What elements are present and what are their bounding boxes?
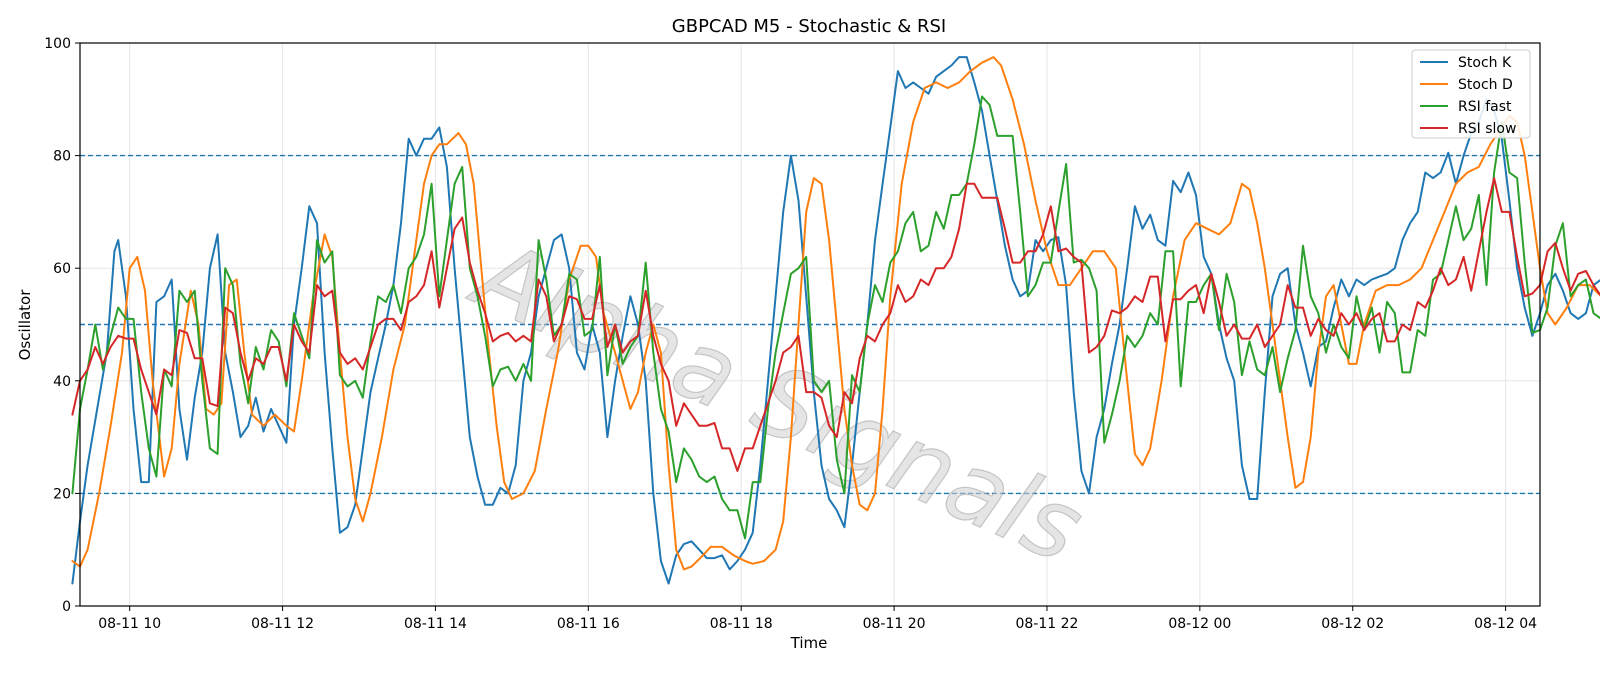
legend-label-rsi-slow: RSI slow <box>1458 121 1516 137</box>
y-tick-label-5: 100 <box>44 36 71 52</box>
legend: Stoch K Stoch D RSI fast RSI slow <box>1411 49 1531 139</box>
x-tick-label-2: 08-11 14 <box>404 616 467 632</box>
x-tick-label-0: 08-11 10 <box>98 616 161 632</box>
series-line-stoch-d <box>71 56 1600 571</box>
x-tick-label-3: 08-11 16 <box>557 616 620 632</box>
series-line-rsi-slow <box>71 177 1600 472</box>
plot-area <box>71 56 1600 585</box>
y-tick-label-3: 60 <box>53 261 71 277</box>
series-line-rsi-fast <box>71 95 1600 540</box>
x-tick-label-5: 08-11 20 <box>863 616 926 632</box>
y-tick-label-0: 0 <box>62 599 71 615</box>
x-tick-label-7: 08-12 00 <box>1168 616 1231 632</box>
legend-label-rsi-fast: RSI fast <box>1458 99 1512 115</box>
plot-frame <box>79 42 1541 607</box>
y-tick-label-4: 80 <box>53 149 71 165</box>
y-tick-label-1: 20 <box>53 486 71 502</box>
x-tick-label-4: 08-11 18 <box>710 616 773 632</box>
legend-label-stoch-k: Stoch K <box>1458 55 1512 71</box>
x-axis: 08-11 10 08-11 12 08-11 14 08-11 16 08-11 18… <box>98 606 1537 632</box>
y-axis-label: Oscillator <box>16 289 34 361</box>
x-tick-label-1: 08-11 12 <box>251 616 314 632</box>
legend-label-stoch-d: Stoch D <box>1458 77 1513 93</box>
x-tick-label-6: 08-11 22 <box>1015 616 1078 632</box>
legend-box <box>1411 49 1531 139</box>
chart-title: GBPCAD M5 - Stochastic & RSI <box>672 16 946 37</box>
x-tick-label-8: 08-12 02 <box>1321 616 1384 632</box>
x-axis-label: Time <box>790 634 828 652</box>
x-tick-label-9: 08-12 04 <box>1474 616 1537 632</box>
y-tick-label-2: 40 <box>53 374 71 390</box>
y-axis: 0 20 40 60 80 100 <box>44 36 80 615</box>
